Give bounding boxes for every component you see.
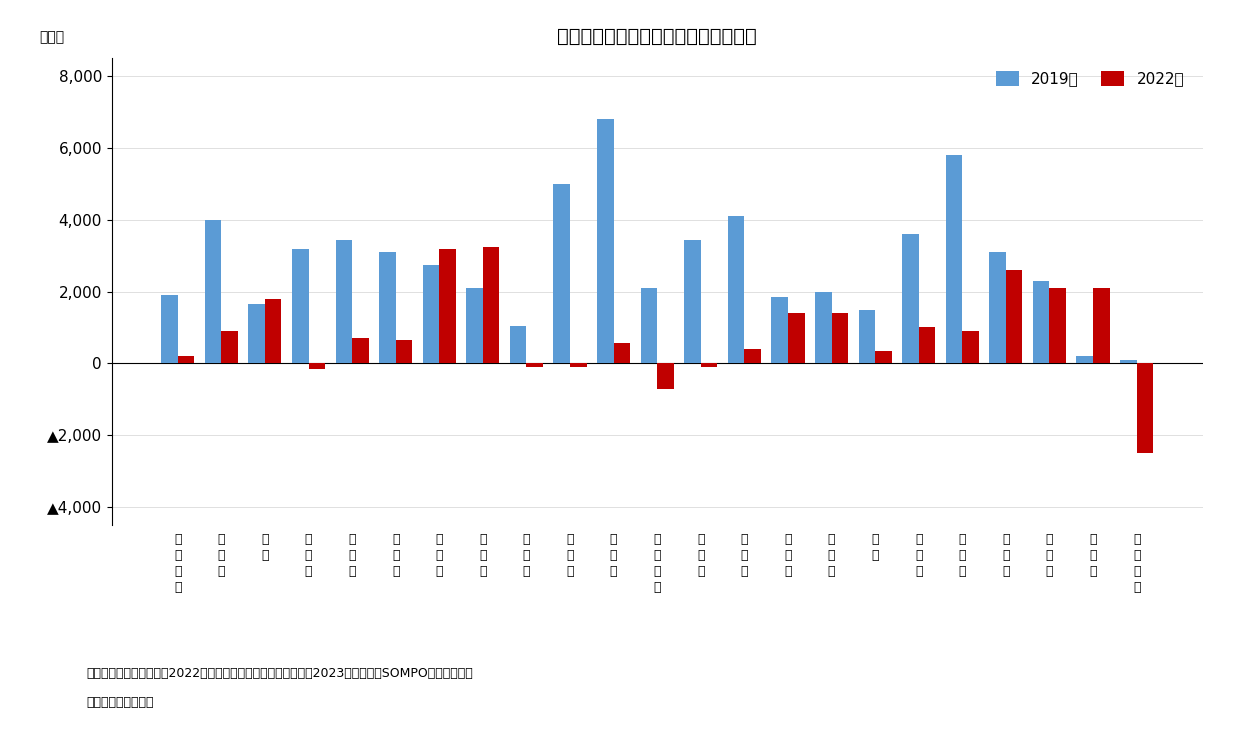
Bar (570, 363, 587, 367)
Bar (641, 288, 657, 363)
Bar (510, 326, 527, 363)
Bar (161, 295, 177, 363)
Bar (352, 338, 368, 363)
Bar (527, 363, 543, 367)
Bar (379, 252, 396, 363)
Bar (205, 220, 222, 363)
Bar (614, 343, 630, 363)
Bar (962, 331, 978, 363)
Bar (309, 363, 325, 369)
Bar (744, 349, 761, 363)
Bar (553, 184, 570, 363)
Bar (336, 240, 352, 363)
Bar (815, 292, 832, 363)
Bar (596, 120, 614, 363)
Legend: 2019年, 2022年: 2019年, 2022年 (996, 71, 1184, 87)
Bar (919, 327, 935, 363)
Bar (728, 217, 744, 363)
Text: （資料）総務省統計局「2022年住民基本台帳人口移動報告」（2023年）より、SOMPOインスティテ: （資料）総務省統計局「2022年住民基本台帳人口移動報告」（2023年）より、S… (87, 667, 474, 680)
Bar (771, 297, 787, 363)
Y-axis label: （人）: （人） (38, 31, 64, 44)
Title: 《図表５》東京都の区部別転入超過数: 《図表５》東京都の区部別転入超過数 (557, 27, 758, 46)
Bar (482, 246, 500, 363)
Bar (423, 265, 439, 363)
Bar (684, 240, 701, 363)
Bar (1033, 281, 1049, 363)
Bar (396, 340, 412, 363)
Bar (177, 356, 195, 363)
Bar (222, 331, 238, 363)
Bar (439, 249, 456, 363)
Bar (1137, 363, 1153, 453)
Bar (946, 155, 962, 363)
Text: ュート・プラス作成: ュート・プラス作成 (87, 696, 154, 709)
Bar (1076, 356, 1092, 363)
Bar (701, 363, 718, 367)
Bar (291, 249, 309, 363)
Bar (248, 304, 265, 363)
Bar (1049, 288, 1066, 363)
Bar (1006, 270, 1023, 363)
Bar (990, 252, 1006, 363)
Bar (787, 313, 805, 363)
Bar (903, 234, 919, 363)
Bar (1120, 360, 1137, 363)
Bar (1092, 288, 1110, 363)
Bar (858, 310, 875, 363)
Bar (875, 351, 892, 363)
Bar (657, 363, 673, 389)
Bar (466, 288, 482, 363)
Bar (832, 313, 848, 363)
Bar (265, 299, 281, 363)
